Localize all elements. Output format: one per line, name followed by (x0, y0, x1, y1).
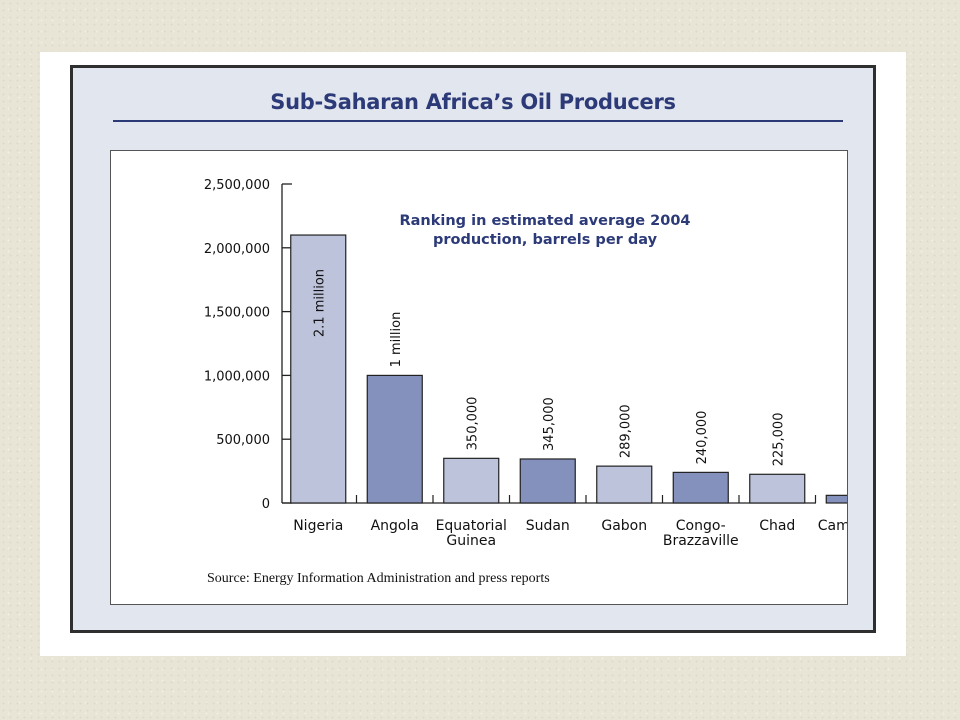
chart-subtitle: Ranking in estimated average 2004 product… (399, 213, 690, 248)
bar (443, 457, 500, 504)
data-label: 2.1 million (312, 269, 327, 337)
x-tick-label: Gabon (601, 518, 647, 534)
y-tick-label: 0 (262, 497, 270, 512)
data-label: 350,000 (465, 397, 480, 451)
chart-panel: Sub-Saharan Africa’s Oil Producers 0 500,… (70, 65, 876, 633)
subtitle-line: production, barrels per day (433, 232, 658, 248)
y-tick-label: 2,500,000 (204, 178, 270, 193)
bar (519, 458, 576, 504)
bar-chart: 0 500,000 1,000,000 1,500,000 2,000,000 2,500… (204, 178, 847, 549)
y-tick-label: 2,000,000 (204, 242, 270, 257)
chart-title: Sub-Saharan Africa’s Oil Producers (270, 90, 676, 114)
x-tick-label: Congo- (676, 518, 726, 534)
x-tick-label: Chad (759, 518, 795, 534)
data-label: 1 million (389, 312, 404, 368)
data-label: 345,000 (542, 397, 557, 451)
title-rule (113, 120, 843, 122)
bar (596, 465, 653, 504)
data-labels: 2.1 million 1 million 350,000 345,000 289,00… (312, 269, 786, 467)
bar (825, 494, 847, 504)
y-tick-label: 1,500,000 (204, 306, 270, 321)
data-label: 289,000 (618, 404, 633, 458)
x-tick-label: Angola (371, 518, 419, 534)
bar (366, 374, 423, 504)
x-tick-label: Cameroon (818, 518, 847, 534)
source-note: Source: Energy Information Administratio… (207, 571, 550, 586)
x-tick-label: Guinea (446, 533, 496, 549)
y-axis: 0 500,000 1,000,000 1,500,000 2,000,000 2,500… (204, 178, 817, 512)
x-tick-label: Nigeria (293, 518, 343, 534)
data-label: 240,000 (695, 411, 710, 465)
x-tick-label: Sudan (526, 518, 570, 534)
x-tick-label: Brazzaville (663, 533, 739, 549)
y-tick-label: 500,000 (216, 433, 270, 448)
bars (290, 234, 847, 504)
slide: Sub-Saharan Africa’s Oil Producers 0 500,… (40, 52, 906, 656)
chart-box: 0 500,000 1,000,000 1,500,000 2,000,000 2,500… (110, 150, 848, 605)
data-label: 225,000 (771, 413, 786, 467)
y-tick-label: 1,000,000 (204, 369, 270, 384)
bar (749, 473, 806, 504)
x-tick-label: Equatorial (436, 518, 507, 534)
bar (672, 471, 729, 504)
bar (290, 234, 347, 504)
subtitle-line: Ranking in estimated average 2004 (399, 213, 690, 229)
